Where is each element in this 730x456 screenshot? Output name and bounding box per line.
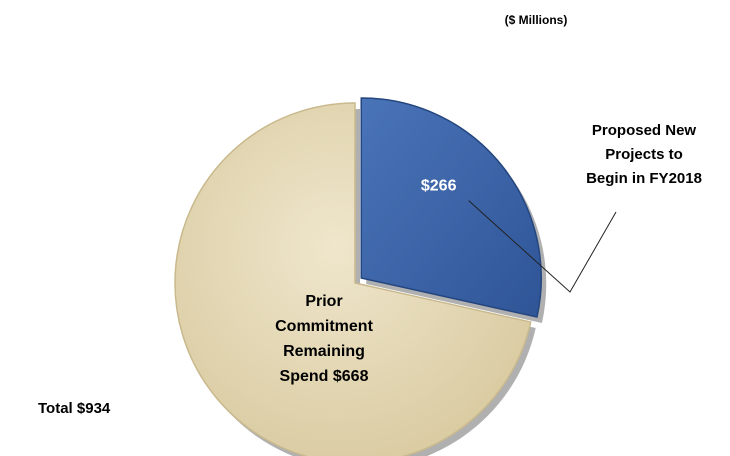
slice-label-line: Commitment	[275, 318, 373, 335]
pie-labels: $266 Proposed New Projects to Begin in FY20…	[275, 122, 702, 385]
pie-slice	[360, 97, 542, 318]
chart-subtitle: ($ Millions)	[505, 13, 568, 27]
slice-label-line: Prior	[305, 293, 342, 310]
pie-slice	[174, 102, 532, 456]
slice-label-line: Projects to	[605, 146, 683, 163]
slice-label-line: Proposed New	[592, 122, 697, 139]
leader-line	[468, 200, 617, 293]
slice-label-line: Begin in FY2018	[586, 170, 702, 187]
pie-slices	[174, 97, 547, 456]
slice-label-line: Spend $668	[280, 368, 369, 385]
slice-value-label: $266	[421, 178, 457, 195]
slice-label-line: Remaining	[283, 343, 365, 360]
total-label: Total $934	[38, 400, 111, 417]
